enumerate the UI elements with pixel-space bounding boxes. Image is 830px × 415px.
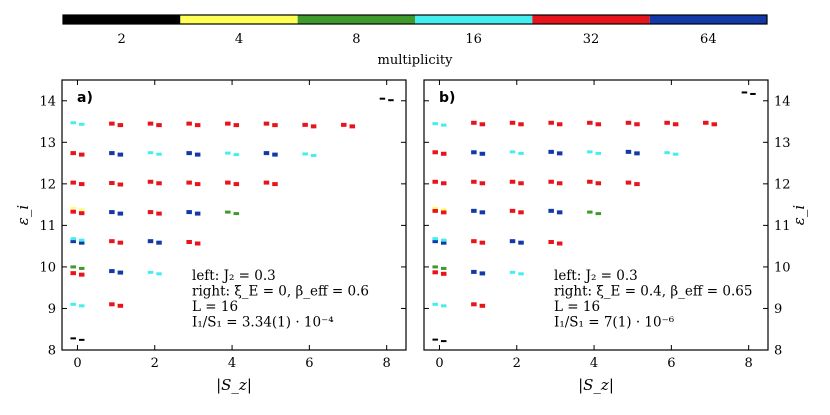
x-tick-label: 0 — [73, 356, 81, 371]
y-tick-label: 10 — [39, 260, 56, 275]
y-tick-label: 8 — [774, 344, 782, 359]
annotation-line: L = 16 — [554, 299, 600, 315]
x-tick-label: 6 — [305, 356, 313, 371]
y-tick-label: 9 — [48, 302, 56, 317]
annotation-line: L = 16 — [192, 299, 238, 315]
annotation-line: right: ξ_E = 0, β_eff = 0.6 — [192, 284, 369, 300]
y-tick-label: 13 — [39, 136, 56, 151]
panel-label: b) — [439, 90, 455, 106]
plot-frame — [423, 79, 769, 351]
y-axis-label: ε_i — [14, 205, 32, 226]
y-tick-label: 13 — [774, 136, 791, 151]
y-tick-label: 10 — [774, 260, 791, 275]
annotation-line: left: J₂ = 0.3 — [554, 268, 638, 284]
plot-frame — [61, 79, 407, 351]
colorbar-segment-32 — [532, 15, 650, 24]
colorbar-label: multiplicity — [378, 53, 454, 68]
x-tick-label: 6 — [667, 356, 675, 371]
x-tick-label: 4 — [228, 356, 236, 371]
x-tick-label: 8 — [383, 356, 391, 371]
colorbar-tick-label: 8 — [352, 32, 360, 47]
colorbar-segment-4 — [180, 15, 298, 24]
x-tick-label: 4 — [590, 356, 598, 371]
x-tick-label: 2 — [151, 356, 159, 371]
y-tick-label: 11 — [39, 219, 56, 234]
y-axis-label: ε_i — [790, 205, 808, 226]
x-axis-label: |S_z| — [216, 376, 252, 394]
panel-a: 0 2 4 6 8 8 9 10 11 12 13 14 |S_z| ε_i a) left: J₂ = 0.… — [14, 79, 407, 394]
x-axis-label: |S_z| — [578, 376, 614, 394]
y-tick-label: 9 — [774, 302, 782, 317]
colorbar-segment-8 — [297, 15, 415, 24]
panel-label: a) — [77, 90, 93, 106]
colorbar-tick-label: 4 — [235, 32, 243, 47]
y-tick-label: 12 — [774, 177, 791, 192]
x-tick-label: 2 — [513, 356, 521, 371]
panel-b: 0 2 4 6 8 8 9 10 11 12 13 14 |S_z| ε_i b) left: J₂ = 0.… — [423, 79, 808, 394]
colorbar-segment-64 — [649, 15, 767, 24]
annotation-line: I₁/S₁ = 7(1) · 10⁻⁶ — [554, 315, 675, 331]
colorbar-tick-label: 2 — [118, 32, 126, 47]
colorbar-segment-16 — [415, 15, 533, 24]
y-tick-label: 14 — [774, 94, 791, 109]
y-tick-label: 12 — [39, 177, 56, 192]
y-tick-label: 8 — [48, 344, 56, 359]
y-tick-label: 14 — [39, 94, 56, 109]
x-tick-label: 0 — [435, 356, 443, 371]
colorbar-tick-label: 64 — [700, 32, 717, 47]
colorbar-frame — [62, 14, 768, 25]
colorbar-tick-label: 32 — [583, 32, 600, 47]
annotation-line: left: J₂ = 0.3 — [192, 268, 276, 284]
multiplicity-colorbar: 2 4 8 16 32 64 — [62, 14, 768, 47]
y-tick-label: 11 — [774, 219, 791, 234]
annotation-line: right: ξ_E = 0.4, β_eff = 0.65 — [554, 284, 752, 300]
colorbar-tick-label: 16 — [465, 32, 482, 47]
x-tick-label: 8 — [745, 356, 753, 371]
annotation-line: I₁/S₁ = 3.34(1) · 10⁻⁴ — [192, 315, 334, 331]
colorbar-segment-2 — [63, 15, 181, 24]
